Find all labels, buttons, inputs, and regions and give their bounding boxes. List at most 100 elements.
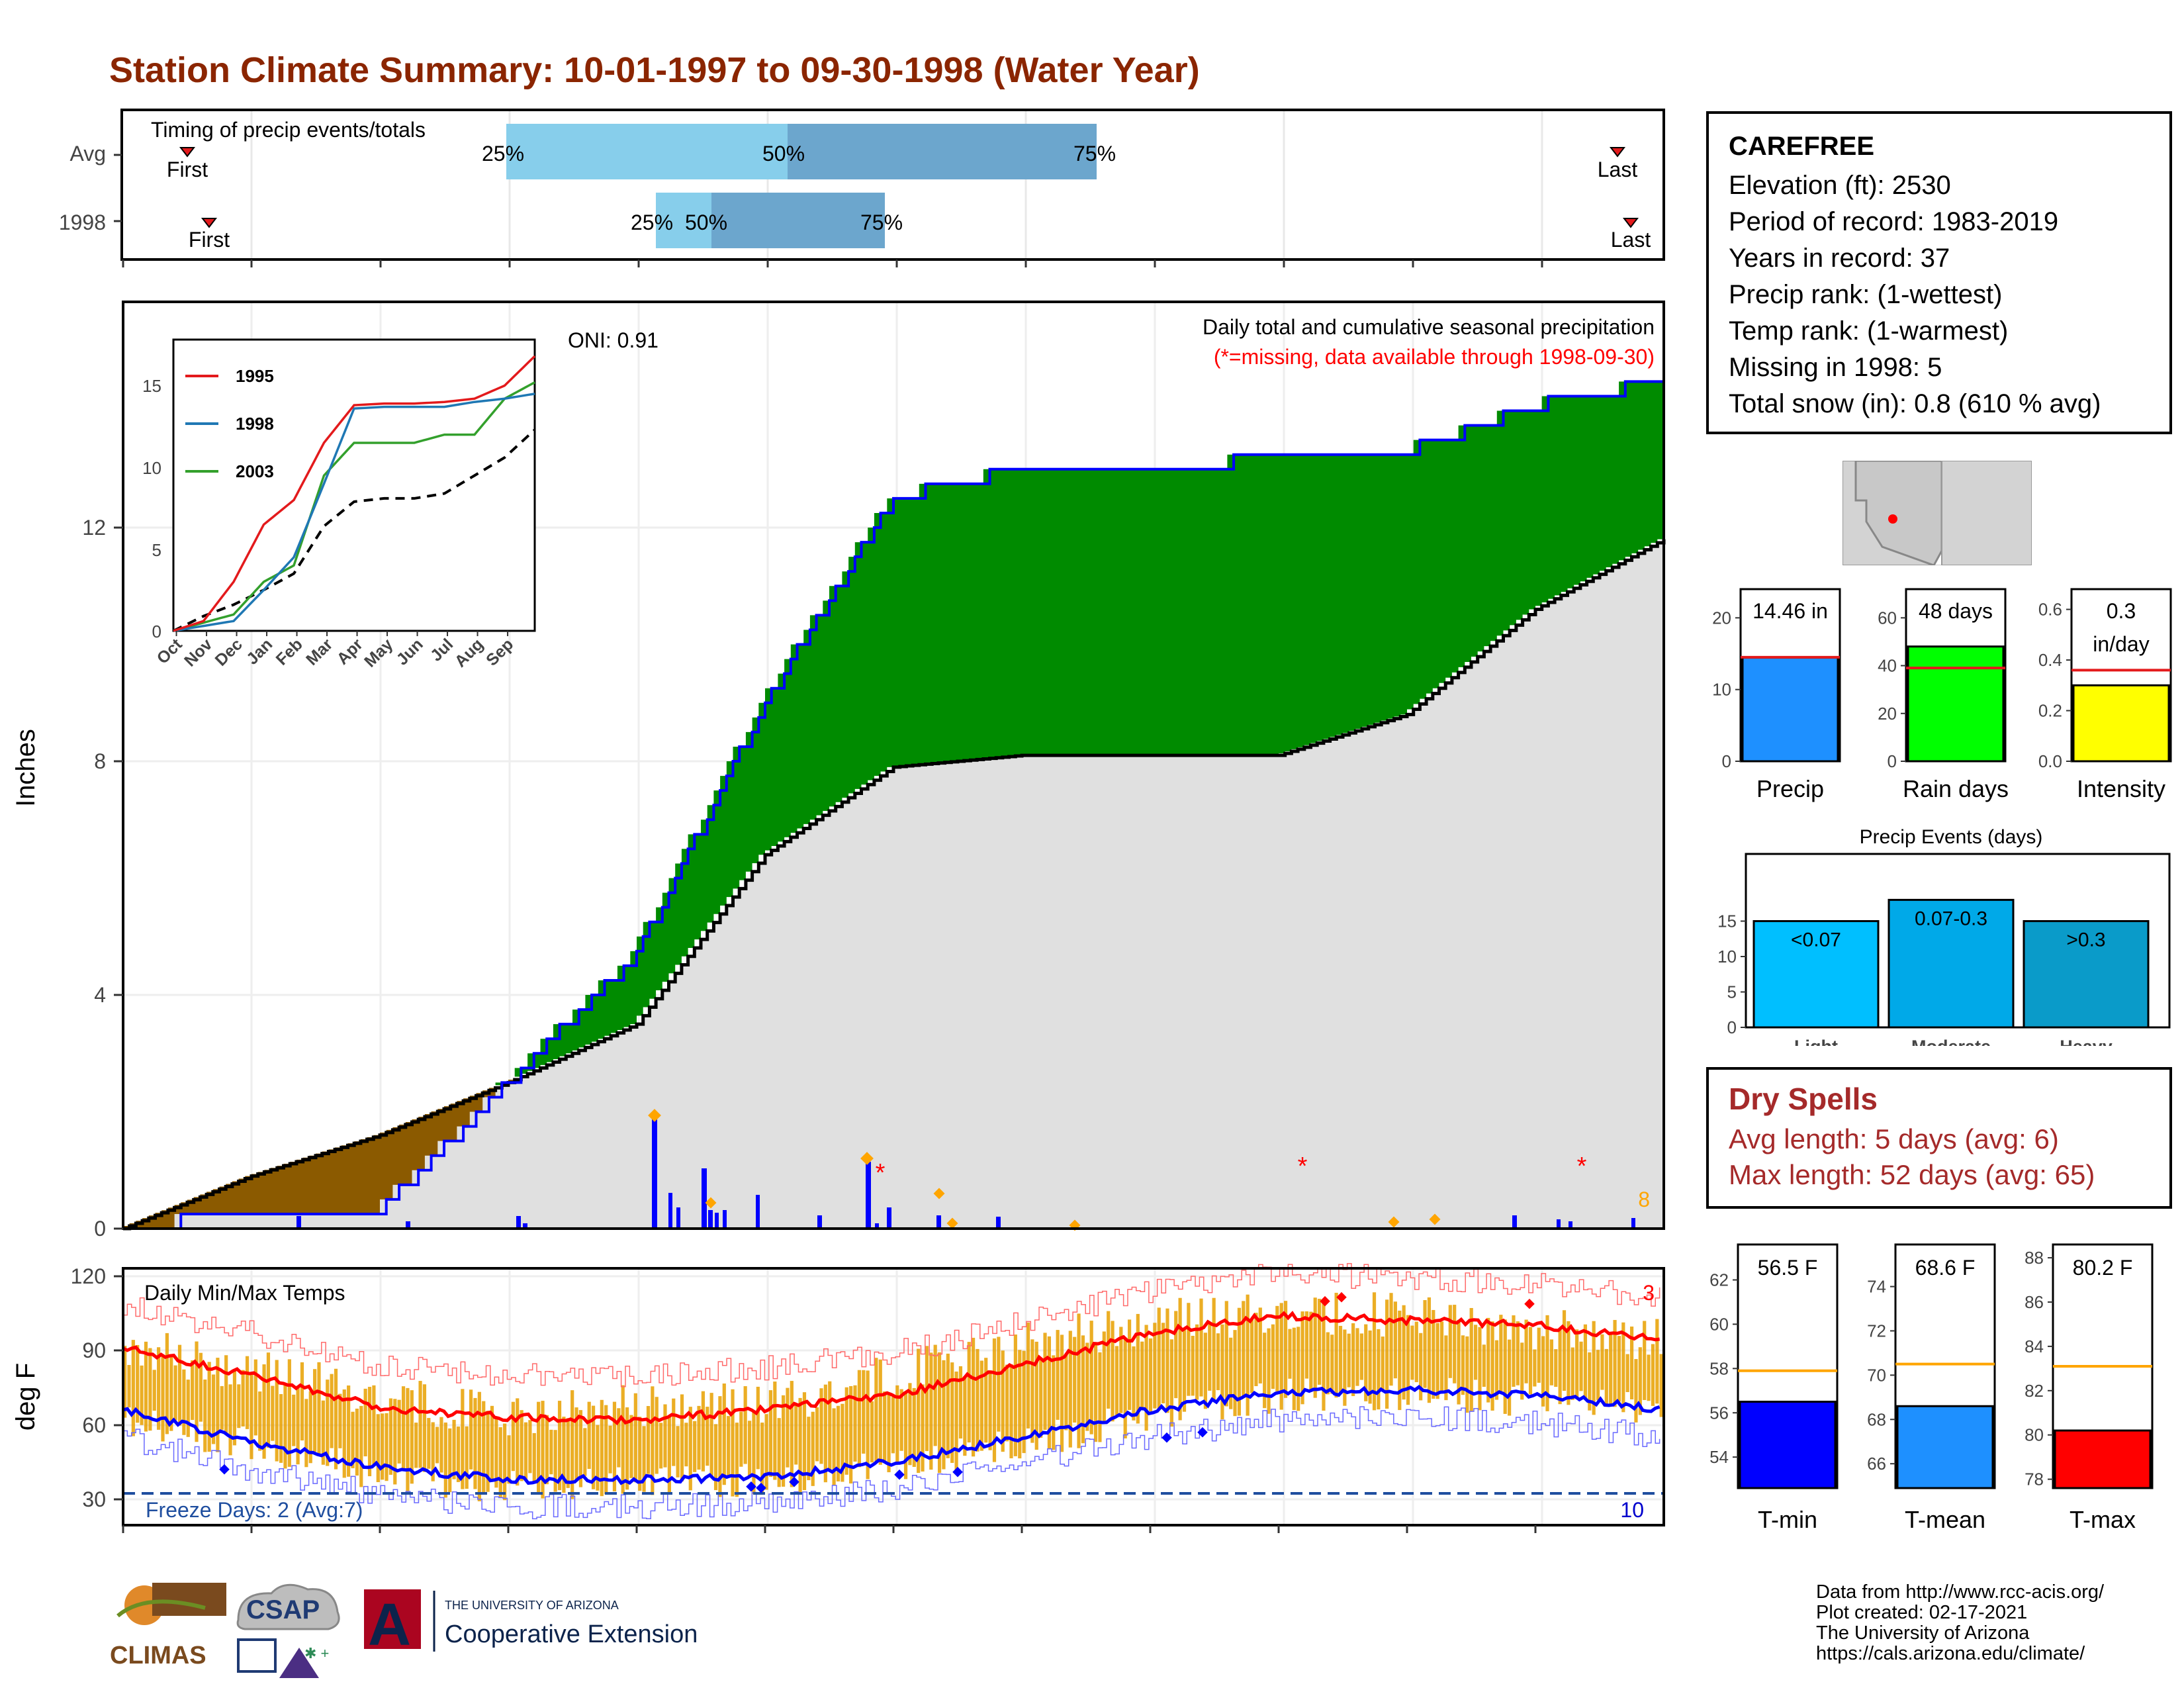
temp-range-bar	[1427, 1297, 1432, 1403]
temp-range-bar	[857, 1370, 861, 1468]
temp-range-bar	[988, 1370, 992, 1450]
temp-range-bar	[849, 1385, 853, 1484]
temp-range-bar	[798, 1397, 802, 1493]
temp-range-bar	[1165, 1308, 1169, 1413]
temp-range-bar	[1617, 1336, 1621, 1402]
temp-range-bar	[207, 1362, 211, 1452]
temp-range-bar	[937, 1352, 942, 1474]
temp-range-bar	[1435, 1323, 1439, 1399]
temp-range-bar	[752, 1411, 756, 1495]
temp-range-bar	[1570, 1347, 1574, 1400]
temp-range-bar	[1600, 1334, 1604, 1390]
location-map	[1843, 461, 2032, 565]
temp-range-bar	[638, 1417, 642, 1491]
temp-range-bar	[1537, 1327, 1541, 1383]
temp-range-bar	[1157, 1307, 1161, 1410]
temp-range-bar	[300, 1362, 304, 1441]
temp-range-bar	[237, 1384, 241, 1429]
surplus-area	[495, 381, 1664, 1086]
temp-range-bar	[397, 1399, 401, 1464]
precip-chart: * * * Daily total and cumulative seasonal …	[11, 301, 1666, 1241]
temp-range-bar	[532, 1432, 536, 1481]
temp-range-bar	[1465, 1336, 1469, 1413]
precip-frame	[122, 301, 1665, 1230]
temp-range-bar	[507, 1435, 511, 1484]
record-low-markers	[219, 1427, 1208, 1493]
events-tick: 10	[1717, 947, 1737, 966]
temp-range-bar	[760, 1423, 764, 1495]
temp-range-bar	[570, 1390, 574, 1499]
temp-range-bar	[1034, 1341, 1038, 1450]
temp-range-bar	[169, 1356, 173, 1431]
temp-range-bar	[330, 1374, 334, 1448]
temp-range-bar	[541, 1401, 545, 1499]
temp-summary-value: 56.5 F	[1758, 1256, 1818, 1280]
station-precip-rank: Precip rank: (1-wettest)	[1729, 280, 2003, 309]
temp-range-bar	[199, 1352, 203, 1422]
temp-range-bar	[418, 1381, 422, 1468]
inset-xtick: Apr	[334, 635, 367, 668]
month-tick: Sep	[1517, 1534, 1555, 1536]
temp-range-bar	[1499, 1315, 1503, 1393]
temp-summary-tick: 84	[2025, 1336, 2044, 1356]
events-label: Light	[1794, 1037, 1838, 1046]
temp-range-bar	[482, 1401, 486, 1495]
temp-range-bar	[385, 1413, 388, 1481]
temp-chart: Daily Min/Max Temps Freeze Days: 2 (Avg:…	[11, 1263, 1665, 1536]
temp-range-bar	[1368, 1330, 1372, 1404]
temp-range-bar	[688, 1407, 692, 1491]
temp-range-bar	[667, 1416, 671, 1494]
temp-range-bar	[1334, 1292, 1338, 1398]
temp-range-bar	[642, 1426, 646, 1492]
temp-range-bar	[633, 1393, 637, 1483]
inset-ytick: 0	[152, 622, 161, 641]
inset-xtick: Mar	[302, 635, 336, 669]
temp-range-bar	[1326, 1332, 1330, 1395]
timing-row-avg: Avg	[69, 142, 106, 165]
temp-range-bar	[1322, 1300, 1326, 1411]
temp-range-bar	[1283, 1301, 1288, 1398]
temp-range-bar	[1583, 1324, 1588, 1399]
temp-range-bar	[841, 1403, 844, 1482]
temp-summary-tick: 60	[1709, 1314, 1729, 1334]
events-tick: 15	[1717, 912, 1737, 931]
temp-range-bar	[1330, 1335, 1334, 1394]
temp-range-bar	[165, 1333, 169, 1434]
temp-range-bar	[372, 1385, 376, 1466]
temp-range-bar	[157, 1347, 161, 1430]
temp-range-bar	[1178, 1297, 1182, 1421]
temp-range-bar	[693, 1421, 697, 1472]
summary-tick: 20	[1878, 704, 1897, 724]
record-min-step	[123, 1406, 1661, 1520]
temp-range-bar	[338, 1393, 342, 1448]
timing-avg-band-low	[506, 124, 788, 179]
temp-range-bar	[443, 1422, 447, 1498]
temp-range-bar	[1216, 1333, 1220, 1391]
temp-range-bar	[1634, 1359, 1638, 1423]
events-bar	[2023, 920, 2150, 1029]
logos: CLIMAS CSAP ✱ + A THE UNIVERSITY OF ARIZ…	[110, 1583, 698, 1678]
temp-range-bar	[802, 1392, 807, 1491]
timing-avg-p75: 75%	[1073, 142, 1116, 165]
events-bar	[1888, 898, 2015, 1029]
dry-spells-box: Dry Spells Avg length: 5 days (avg: 6) M…	[1706, 1067, 2172, 1209]
temp-range-bar	[587, 1401, 591, 1470]
inset-frame	[172, 338, 536, 632]
temp-summary-tick: 54	[1709, 1447, 1729, 1467]
events-label: Moderate	[1911, 1037, 1991, 1046]
temp-range-bar	[1263, 1333, 1267, 1409]
temp-range-bar	[177, 1344, 182, 1426]
temp-range-bar	[376, 1414, 380, 1483]
record-low-count: 10	[1620, 1498, 1644, 1522]
temp-range-bar	[253, 1359, 257, 1436]
temp-range-bar	[448, 1428, 452, 1493]
month-tick: Jul	[1265, 1534, 1293, 1536]
temp-range-bar	[1588, 1352, 1592, 1411]
temp-range-bar	[1081, 1335, 1085, 1444]
temp-range-bar	[1233, 1330, 1237, 1417]
summary-bar	[2072, 684, 2170, 763]
station-period: Period of record: 1983-2019	[1729, 207, 2059, 236]
events-label: Heavy	[2060, 1037, 2113, 1046]
timing-avg-first-marker	[179, 147, 196, 158]
temp-summary-bars: 54 56 58 60 62 56.5 F T-min 66 68 70 72 74 68.6 F T-m…	[1709, 1243, 2154, 1533]
